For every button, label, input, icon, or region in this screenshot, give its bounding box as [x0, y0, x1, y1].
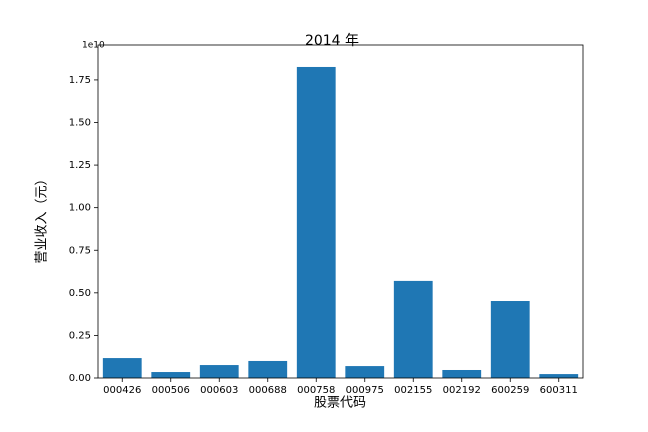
x-tick-label: 000758 [297, 385, 335, 396]
bar [539, 374, 579, 378]
bar [345, 366, 385, 378]
y-axis-label: 营业收入（元） [35, 172, 50, 263]
x-tick-label: 000506 [152, 385, 190, 396]
y-tick-label: 0.75 [69, 245, 91, 256]
bar [151, 372, 191, 378]
y-offset-label: 1e10 [82, 41, 105, 51]
x-tick-label: 002192 [443, 385, 481, 396]
x-tick-label: 000603 [200, 385, 238, 396]
bar [393, 280, 433, 378]
bar [442, 369, 482, 378]
y-tick-label: 0.25 [69, 330, 91, 341]
chart-title: 2014 年 [305, 33, 359, 49]
x-axis-label: 股票代码 [314, 396, 366, 411]
bar [102, 358, 142, 378]
y-tick-label: 1.25 [69, 160, 91, 171]
x-tick-label: 600311 [540, 385, 578, 396]
plot-frame [97, 44, 584, 379]
bar [296, 66, 336, 378]
y-tick-label: 1.00 [69, 203, 91, 214]
x-tick-label: 000688 [249, 385, 287, 396]
bar [490, 301, 530, 378]
y-tick-label: 0.50 [69, 288, 91, 299]
x-tick-label: 002155 [394, 385, 432, 396]
x-tick-label: 000975 [346, 385, 384, 396]
x-tick-label: 600259 [491, 385, 529, 396]
y-tick-label: 0.00 [69, 373, 91, 384]
x-tick-label: 000426 [103, 385, 141, 396]
y-tick-label: 1.75 [69, 75, 91, 86]
y-tick-label: 1.50 [69, 118, 91, 129]
bar [248, 360, 288, 378]
bar [199, 365, 239, 378]
